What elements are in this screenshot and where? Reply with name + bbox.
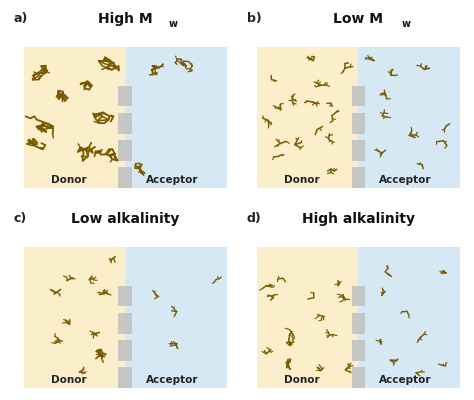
Bar <box>118 367 132 388</box>
Bar <box>118 140 132 161</box>
Bar <box>257 247 358 388</box>
Text: Low M: Low M <box>333 12 383 26</box>
Bar <box>352 140 365 161</box>
Bar <box>257 47 358 188</box>
Bar <box>118 113 132 134</box>
Bar <box>118 340 132 361</box>
Text: Acceptor: Acceptor <box>146 175 198 185</box>
Bar <box>24 247 125 388</box>
Text: a): a) <box>14 12 28 25</box>
Text: w: w <box>401 19 410 29</box>
Bar <box>352 86 365 106</box>
Bar <box>352 167 365 188</box>
Bar <box>352 340 365 361</box>
Bar <box>352 367 365 388</box>
Text: Low alkalinity: Low alkalinity <box>71 212 179 226</box>
Text: Donor: Donor <box>284 175 319 185</box>
Bar <box>24 47 125 188</box>
Text: Acceptor: Acceptor <box>146 375 198 385</box>
Bar <box>358 247 460 388</box>
Text: Donor: Donor <box>51 375 86 385</box>
Text: Acceptor: Acceptor <box>379 175 431 185</box>
Bar <box>125 47 227 188</box>
Bar <box>352 286 365 306</box>
Bar <box>352 313 365 334</box>
Text: c): c) <box>14 212 27 225</box>
Text: Acceptor: Acceptor <box>379 375 431 385</box>
Text: Donor: Donor <box>284 375 319 385</box>
Bar <box>118 86 132 106</box>
Text: High M: High M <box>98 12 153 26</box>
Text: b): b) <box>247 12 262 25</box>
Text: d): d) <box>247 212 262 225</box>
Bar <box>358 47 460 188</box>
Bar <box>118 167 132 188</box>
Bar <box>118 286 132 306</box>
Bar <box>352 113 365 134</box>
Text: High alkalinity: High alkalinity <box>302 212 415 226</box>
Text: Donor: Donor <box>51 175 86 185</box>
Bar <box>118 313 132 334</box>
Bar <box>125 247 227 388</box>
Text: w: w <box>168 19 177 29</box>
